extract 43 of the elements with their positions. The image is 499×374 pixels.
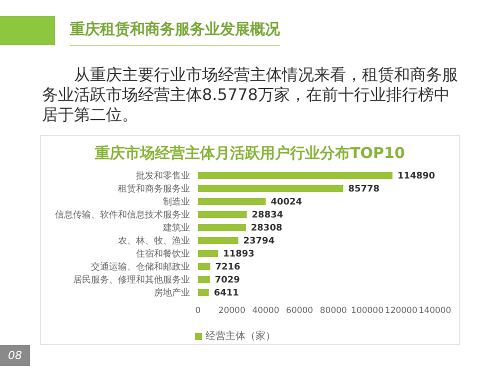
y-tick-label: 信息传输、软件和信息技术服务业 xyxy=(55,210,190,221)
legend-label: 经营主体（家） xyxy=(206,331,276,342)
x-tick-label: 120000 xyxy=(384,306,418,316)
data-label: 85778 xyxy=(348,184,380,195)
data-label: 28834 xyxy=(252,210,284,221)
bar xyxy=(198,263,210,270)
bar xyxy=(198,172,392,179)
x-tick-label: 0 xyxy=(195,306,201,316)
bar xyxy=(198,185,344,192)
data-label: 23794 xyxy=(243,236,275,247)
bar xyxy=(198,237,238,244)
text: 从重庆主要行业市场经营主体情况来看，租赁和商务服务业活跃市场经营主体8.5778万家，在前十行业排行榜中居于第二位。 xyxy=(42,65,459,125)
data-label: 7216 xyxy=(215,262,240,273)
bar xyxy=(198,276,210,283)
text: 08 xyxy=(0,345,30,366)
y-tick-label: 住宿和餐饮业 xyxy=(136,248,190,260)
y-tick-label: 建筑业 xyxy=(162,222,190,234)
y-tick-label: 批发和零售业 xyxy=(136,170,190,182)
bar xyxy=(198,289,209,296)
x-tick-label: 40000 xyxy=(252,306,280,316)
data-label: 114890 xyxy=(397,172,436,182)
data-label: 40024 xyxy=(270,198,302,208)
y-tick-label: 制造业 xyxy=(163,196,190,208)
x-tick-label: 140000 xyxy=(418,306,452,316)
x-tick-label: 80000 xyxy=(320,306,347,316)
x-tick-label: 60000 xyxy=(286,306,314,316)
bar xyxy=(198,198,266,205)
chart-title: 重庆市场经营主体月活跃用户行业分布TOP10 xyxy=(94,144,406,163)
bar xyxy=(198,224,246,231)
text: 重庆租赁和商务服务业发展概况 xyxy=(70,20,280,46)
y-tick-label: 交通运输、仓储和邮政业 xyxy=(91,262,190,273)
data-label: 7029 xyxy=(214,276,240,286)
data-label: 11893 xyxy=(223,250,254,260)
x-tick-label: 20000 xyxy=(218,306,246,316)
bar xyxy=(198,211,247,218)
bar xyxy=(198,250,218,257)
y-tick-label: 农、林、牧、渔业 xyxy=(118,236,190,247)
x-tick-label: 100000 xyxy=(351,306,384,316)
data-label: 28308 xyxy=(250,224,282,234)
y-tick-label: 房地产业 xyxy=(154,288,190,299)
data-label: 6411 xyxy=(214,288,239,299)
y-tick-label: 居民服务、修理和其他服务业 xyxy=(73,274,190,286)
y-tick-label: 租赁和商务服务业 xyxy=(118,184,190,195)
